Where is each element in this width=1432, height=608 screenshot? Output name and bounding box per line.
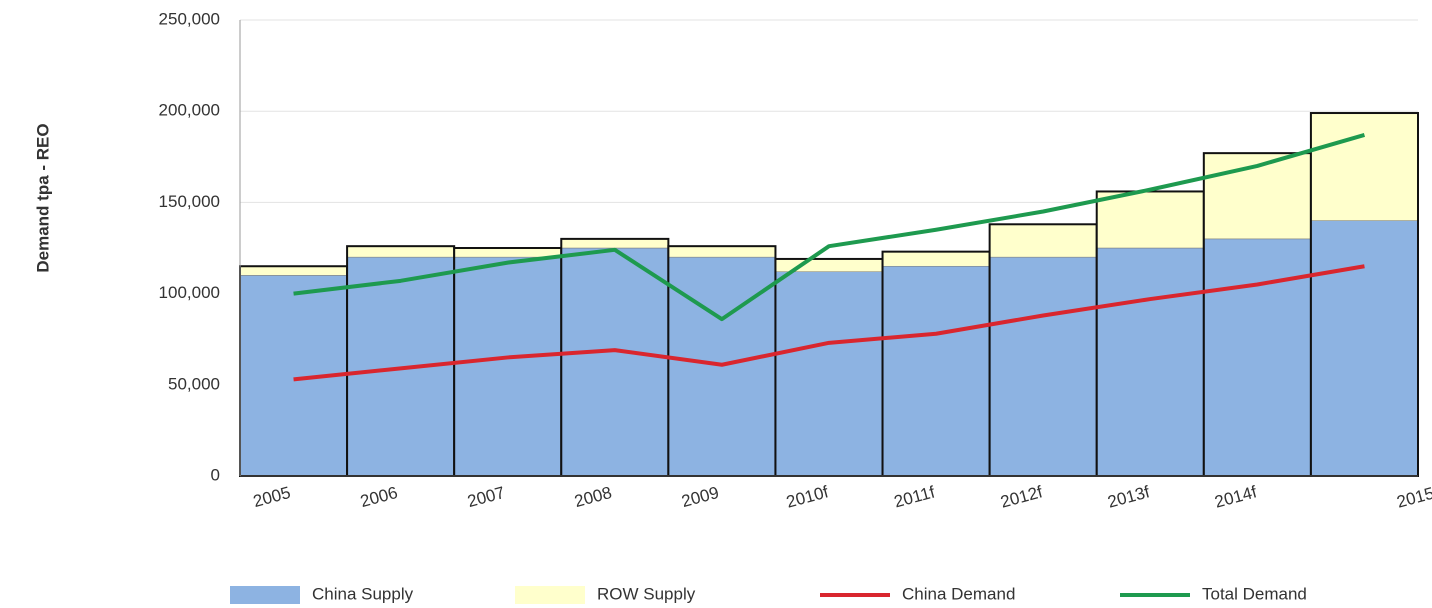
x-tick-label: 2015f: [1395, 482, 1432, 511]
y-tick-label: 150,000: [159, 192, 220, 211]
bar-segment: [668, 245, 776, 258]
y-tick-label: 50,000: [168, 374, 220, 393]
x-tick-label: 2013f: [1106, 482, 1152, 511]
x-tick-label: 2012f: [998, 482, 1044, 511]
y-tick-label: 250,000: [159, 9, 220, 28]
bar-segment: [561, 247, 669, 477]
bar-segment: [989, 224, 1097, 258]
legend-label: China Supply: [312, 584, 414, 603]
bar-segment: [1310, 112, 1419, 221]
x-tick-label: 2005: [251, 483, 292, 511]
bar-segment: [239, 265, 348, 276]
bar-segment: [346, 245, 455, 258]
line-series: [293, 264, 1365, 382]
legend-swatch: [230, 586, 300, 604]
bar-segment: [989, 256, 1097, 477]
bar-segment: [453, 247, 562, 258]
legend-label: ROW Supply: [597, 584, 696, 603]
x-tick-label: 2007: [465, 483, 506, 511]
line-series: [293, 132, 1366, 322]
bar-segment: [1310, 220, 1419, 477]
x-tick-label: 2010f: [784, 482, 830, 511]
y-tick-label: 0: [211, 465, 220, 484]
bar-segment: [453, 256, 562, 477]
bar-segment: [1203, 238, 1312, 477]
bar-segment: [882, 265, 990, 477]
y-tick-label: 100,000: [159, 283, 220, 302]
x-tick-label: 2014f: [1213, 482, 1259, 511]
bar-segment: [1096, 191, 1205, 249]
x-tick-label: 2006: [358, 483, 399, 511]
legend-label: China Demand: [902, 584, 1015, 603]
legend-label: Total Demand: [1202, 584, 1307, 603]
bar-segment: [775, 271, 883, 477]
x-tick-label: 2011f: [892, 482, 937, 511]
legend-swatch: [515, 586, 585, 604]
x-tick-label: 2009: [679, 483, 720, 511]
bar-segment: [561, 238, 669, 249]
x-tick-label: 2008: [572, 483, 613, 511]
y-axis-label: Demand tpa - REO: [33, 123, 52, 272]
bar-segment: [882, 251, 990, 267]
y-tick-label: 200,000: [159, 101, 220, 120]
bar-segment: [1096, 247, 1205, 477]
